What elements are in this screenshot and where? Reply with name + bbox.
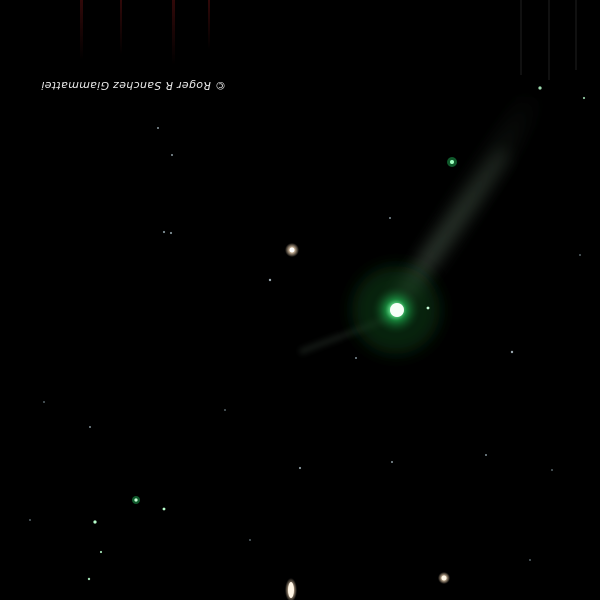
comet-coma bbox=[352, 266, 440, 354]
photo-credit-watermark: © Roger R Sanchez Giammattei bbox=[41, 79, 226, 92]
star-field bbox=[29, 86, 586, 600]
sensor-streaks bbox=[80, 0, 577, 80]
